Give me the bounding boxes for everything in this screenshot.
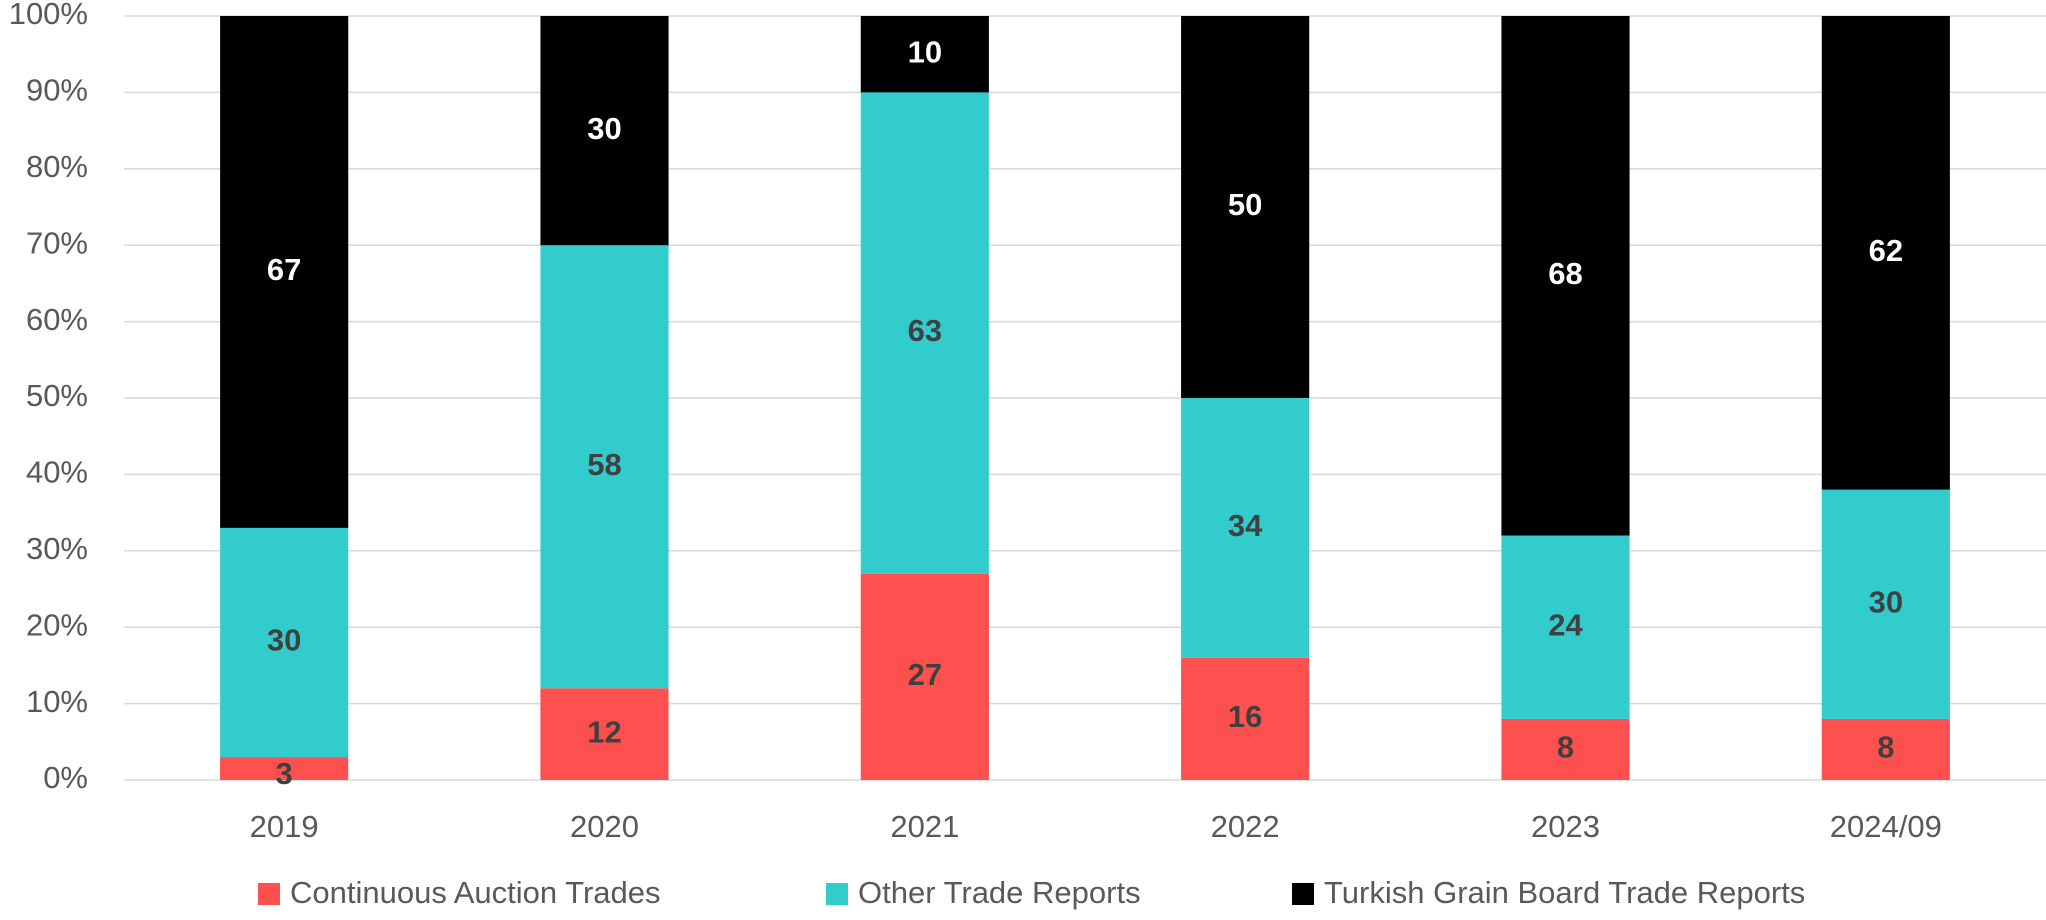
data-label: 62 <box>1869 233 1903 268</box>
bar-segment <box>1501 718 1630 780</box>
x-tick-label: 2023 <box>1531 809 1600 844</box>
y-tick-label: 20% <box>26 607 88 642</box>
data-label: 67 <box>267 252 301 287</box>
bar-segment <box>1181 16 1310 398</box>
data-label: 12 <box>587 714 621 749</box>
bar-segment <box>540 688 669 780</box>
legend-swatch <box>1292 883 1314 905</box>
bar-segment <box>1501 535 1630 719</box>
y-tick-label: 40% <box>26 455 88 490</box>
legend-label: Turkish Grain Board Trade Reports <box>1324 875 1805 910</box>
y-tick-label: 100% <box>9 0 88 31</box>
bar-segment <box>220 16 349 528</box>
x-tick-label: 2020 <box>570 809 639 844</box>
data-label: 10 <box>908 34 942 69</box>
y-tick-label: 0% <box>43 760 88 795</box>
legend-swatch <box>258 883 280 905</box>
data-label: 34 <box>1228 508 1263 543</box>
y-tick-label: 70% <box>26 225 88 260</box>
x-tick-label: 2024/09 <box>1830 809 1942 844</box>
data-label: 3 <box>276 756 293 791</box>
bar-segment <box>1501 16 1630 536</box>
data-label: 24 <box>1548 607 1583 642</box>
data-label: 8 <box>1877 730 1894 765</box>
data-label: 63 <box>908 313 942 348</box>
y-tick-label: 10% <box>26 684 88 719</box>
bar-segment <box>860 573 989 780</box>
legend-label: Continuous Auction Trades <box>290 875 661 910</box>
y-tick-label: 80% <box>26 149 88 184</box>
data-label: 30 <box>267 623 301 658</box>
x-tick-label: 2021 <box>890 809 959 844</box>
x-tick-label: 2022 <box>1211 809 1280 844</box>
y-tick-label: 60% <box>26 302 88 337</box>
bar-segment <box>860 16 989 93</box>
data-label: 50 <box>1228 187 1262 222</box>
bar-segment <box>220 527 349 758</box>
bar-segment <box>1821 16 1950 490</box>
bar-segment <box>860 92 989 574</box>
y-tick-label: 30% <box>26 531 88 566</box>
y-tick-label: 50% <box>26 378 88 413</box>
data-label: 30 <box>1869 584 1903 619</box>
y-tick-label: 90% <box>26 73 88 108</box>
x-tick-label: 2019 <box>250 809 319 844</box>
bar-segment <box>540 16 669 246</box>
bar-segment <box>540 245 669 689</box>
bar-segment <box>220 757 349 780</box>
legend-swatch <box>826 883 848 905</box>
data-label: 16 <box>1228 699 1262 734</box>
bar-segment <box>1181 657 1310 780</box>
legend-label: Other Trade Reports <box>858 875 1141 910</box>
bar-segment <box>1821 489 1950 719</box>
data-label: 27 <box>908 657 942 692</box>
data-label: 68 <box>1548 256 1582 291</box>
bar-segment <box>1181 398 1310 658</box>
bar-segment <box>1821 718 1950 780</box>
data-label: 8 <box>1557 730 1574 765</box>
data-label: 30 <box>587 111 621 146</box>
data-label: 58 <box>587 447 621 482</box>
